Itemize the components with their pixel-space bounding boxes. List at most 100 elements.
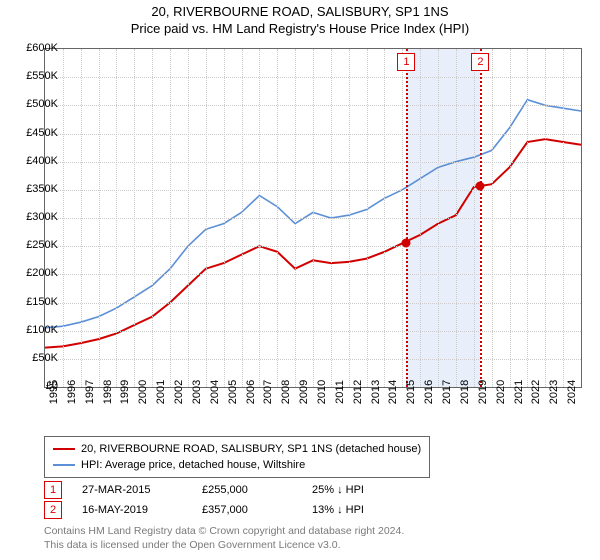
gridline-v <box>313 49 314 387</box>
sales-row-diff: 13% ↓ HPI <box>312 504 432 516</box>
legend-row-property: 20, RIVERBOURNE ROAD, SALISBURY, SP1 1NS… <box>53 441 421 457</box>
x-axis-label: 2007 <box>262 380 274 404</box>
y-axis-label: £400K <box>14 155 58 167</box>
gridline-v <box>545 49 546 387</box>
x-axis-label: 2016 <box>423 380 435 404</box>
gridline-v <box>438 49 439 387</box>
x-axis-label: 2019 <box>477 380 489 404</box>
legend-label-property: 20, RIVERBOURNE ROAD, SALISBURY, SP1 1NS… <box>81 441 421 457</box>
legend-label-hpi: HPI: Average price, detached house, Wilt… <box>81 457 305 473</box>
gridline-v <box>134 49 135 387</box>
x-axis-label: 2023 <box>548 380 560 404</box>
x-axis-label: 2024 <box>566 380 578 404</box>
sales-row-marker: 1 <box>44 481 62 499</box>
y-axis-label: £50K <box>14 352 58 364</box>
y-axis-label: £600K <box>14 42 58 54</box>
gridline-v <box>402 49 403 387</box>
y-axis-label: £450K <box>14 127 58 139</box>
gridline-v <box>563 49 564 387</box>
chart-container: 20, RIVERBOURNE ROAD, SALISBURY, SP1 1NS… <box>0 0 600 560</box>
gridline-v <box>277 49 278 387</box>
sales-row-date: 27-MAR-2015 <box>82 484 202 496</box>
gridline-v <box>474 49 475 387</box>
gridline-v <box>224 49 225 387</box>
sales-table-row: 2 16-MAY-2019£357,00013% ↓ HPI <box>44 500 432 520</box>
sale-marker-1: 1 <box>397 53 415 71</box>
y-axis-label: £100K <box>14 324 58 336</box>
gridline-v <box>420 49 421 387</box>
sale-dot-1 <box>402 239 411 248</box>
x-axis-label: 2008 <box>280 380 292 404</box>
x-axis-label: 2005 <box>227 380 239 404</box>
chart-title-address: 20, RIVERBOURNE ROAD, SALISBURY, SP1 1NS <box>0 4 600 19</box>
plot-area: 12 <box>44 48 582 388</box>
y-axis-label: £550K <box>14 70 58 82</box>
y-axis-label: £350K <box>14 183 58 195</box>
sale-guideline <box>480 49 482 387</box>
chart-subtitle: Price paid vs. HM Land Registry's House … <box>0 21 600 36</box>
sales-row-date: 16-MAY-2019 <box>82 504 202 516</box>
gridline-v <box>492 49 493 387</box>
gridline-v <box>116 49 117 387</box>
y-axis-label: £300K <box>14 211 58 223</box>
x-axis-label: 2017 <box>441 380 453 404</box>
gridline-v <box>367 49 368 387</box>
x-axis-label: 1999 <box>119 380 131 404</box>
gridline-v <box>170 49 171 387</box>
gridline-v <box>81 49 82 387</box>
x-axis-label: 1997 <box>84 380 96 404</box>
credit-line-2: This data is licensed under the Open Gov… <box>44 538 404 552</box>
gridline-v <box>259 49 260 387</box>
x-axis-label: 2015 <box>405 380 417 404</box>
sale-dot-2 <box>476 181 485 190</box>
gridline-v <box>99 49 100 387</box>
legend-swatch-property <box>53 448 75 450</box>
y-axis-label: £150K <box>14 296 58 308</box>
x-axis-label: 2021 <box>513 380 525 404</box>
sale-guideline <box>406 49 408 387</box>
x-axis-label: 2022 <box>530 380 542 404</box>
legend-swatch-hpi <box>53 464 75 466</box>
sales-table-row: 1 27-MAR-2015£255,00025% ↓ HPI <box>44 480 432 500</box>
x-axis-label: 2012 <box>352 380 364 404</box>
data-credit: Contains HM Land Registry data © Crown c… <box>44 524 404 552</box>
gridline-v <box>510 49 511 387</box>
x-axis-label: 2002 <box>173 380 185 404</box>
legend: 20, RIVERBOURNE ROAD, SALISBURY, SP1 1NS… <box>44 436 430 478</box>
chart-titles: 20, RIVERBOURNE ROAD, SALISBURY, SP1 1NS… <box>0 0 600 36</box>
x-axis-label: 2020 <box>495 380 507 404</box>
gridline-v <box>527 49 528 387</box>
x-axis-label: 1998 <box>102 380 114 404</box>
x-axis-label: 2010 <box>316 380 328 404</box>
x-axis-label: 1996 <box>66 380 78 404</box>
gridline-v <box>206 49 207 387</box>
sales-row-marker: 2 <box>44 501 62 519</box>
x-axis-label: 2011 <box>334 380 346 404</box>
credit-line-1: Contains HM Land Registry data © Crown c… <box>44 524 404 538</box>
gridline-v <box>188 49 189 387</box>
x-axis-label: 2009 <box>298 380 310 404</box>
x-axis-label: 1995 <box>48 380 60 404</box>
sales-table: 1 27-MAR-2015£255,00025% ↓ HPI 2 16-MAY-201… <box>44 480 432 520</box>
y-axis-label: £200K <box>14 267 58 279</box>
x-axis-label: 2006 <box>245 380 257 404</box>
gridline-v <box>349 49 350 387</box>
x-axis-label: 2014 <box>387 380 399 404</box>
sales-row-price: £255,000 <box>202 484 312 496</box>
x-axis-label: 2004 <box>209 380 221 404</box>
x-axis-label: 2018 <box>459 380 471 404</box>
gridline-v <box>242 49 243 387</box>
y-axis-label: £250K <box>14 239 58 251</box>
gridline-v <box>295 49 296 387</box>
x-axis-label: 2001 <box>155 380 167 404</box>
sale-marker-2: 2 <box>471 53 489 71</box>
x-axis-label: 2000 <box>137 380 149 404</box>
gridline-v <box>384 49 385 387</box>
sales-row-diff: 25% ↓ HPI <box>312 484 432 496</box>
x-axis-label: 2013 <box>370 380 382 404</box>
y-axis-label: £500K <box>14 98 58 110</box>
sales-row-price: £357,000 <box>202 504 312 516</box>
gridline-v <box>152 49 153 387</box>
gridline-v <box>456 49 457 387</box>
x-axis-label: 2003 <box>191 380 203 404</box>
